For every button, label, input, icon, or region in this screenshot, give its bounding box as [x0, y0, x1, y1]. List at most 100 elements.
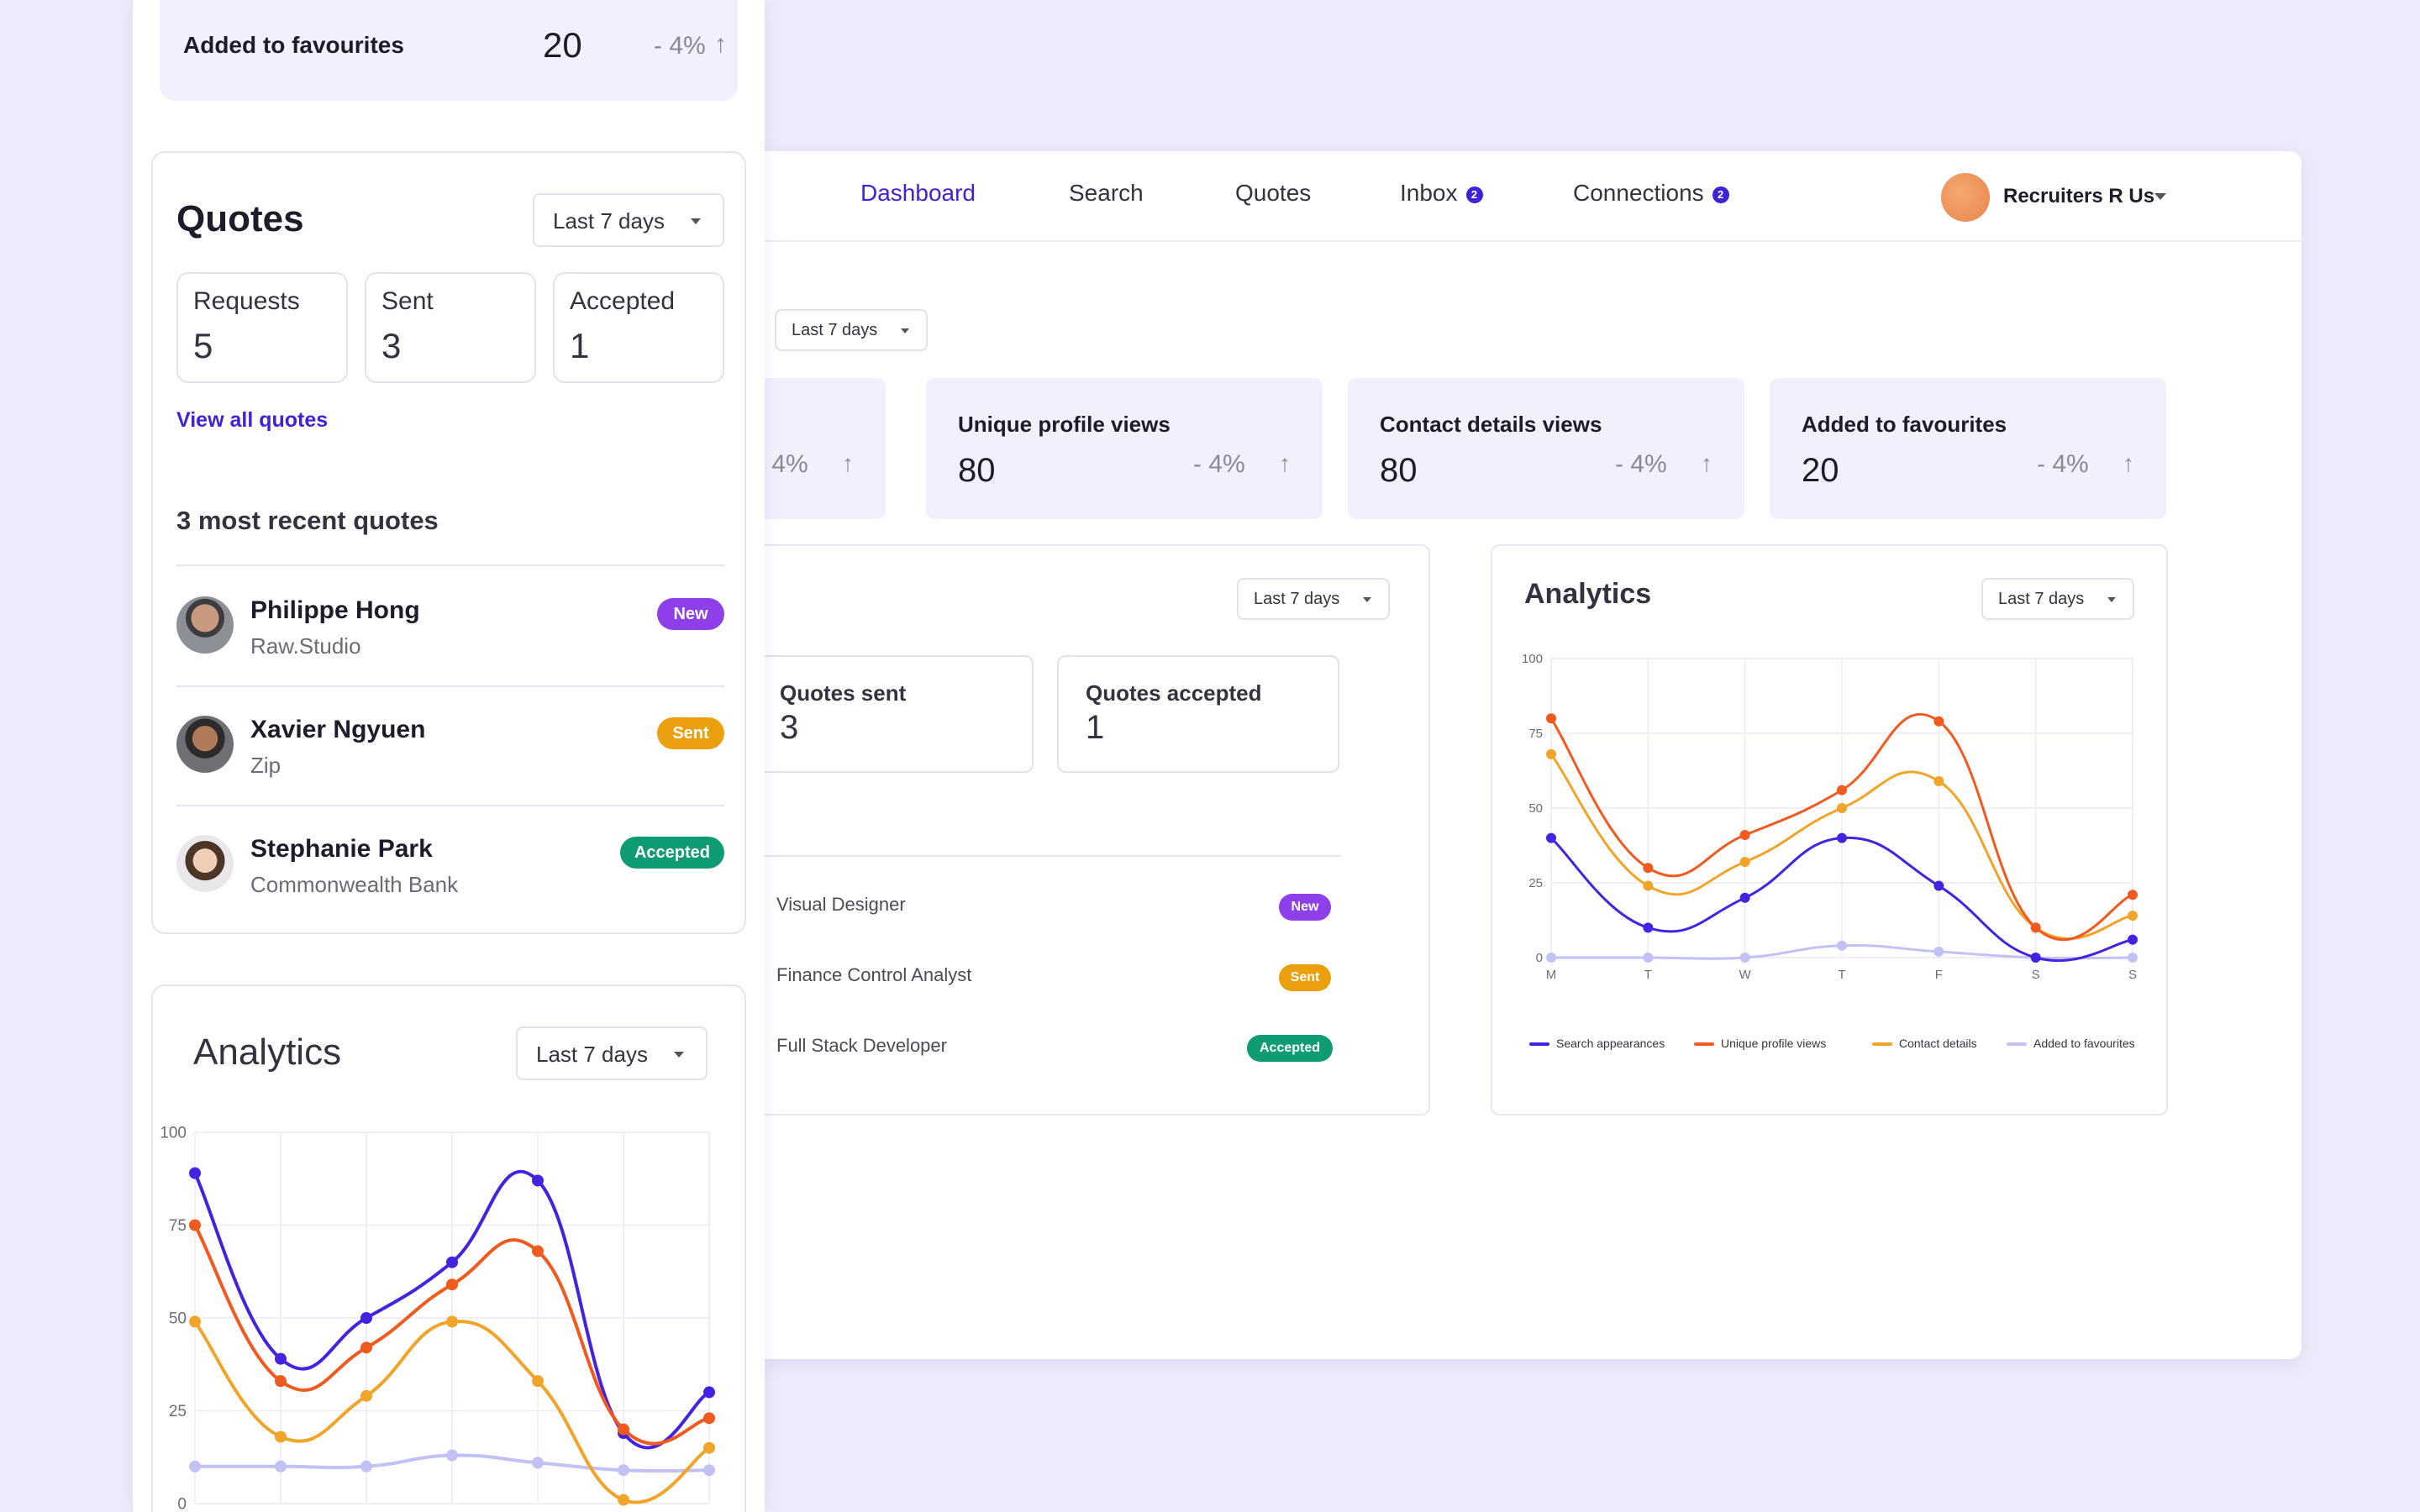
- analytics-period-select[interactable]: Last 7 days: [1981, 578, 2134, 620]
- data-point: [532, 1245, 544, 1257]
- data-point: [1837, 832, 1847, 843]
- stat-value: 20: [1802, 452, 1839, 489]
- data-point: [1739, 892, 1750, 903]
- analytics-panel: Analytics Last 7 days 0 25 50 75 100 M T W T F S S …: [1491, 544, 2168, 1116]
- quote-box-accepted: Quotes accepted 1: [1057, 655, 1339, 773]
- mobile-dashboard-view: Added to favourites 20 - 4% ↑ Quotes Las…: [133, 0, 765, 1512]
- stat-delta: - 4%: [1615, 450, 1667, 478]
- data-point: [360, 1389, 372, 1402]
- y-tick-label: 25: [1528, 876, 1543, 890]
- quotes-period-select-label: Last 7 days: [553, 208, 665, 234]
- stat-card-added-to-favourites: Added to favourites 20 - 4% ↑: [160, 0, 738, 101]
- analytics-line-chart: 0 25 50 75 100: [160, 1124, 715, 1512]
- data-point: [2030, 953, 2041, 963]
- stat-delta: - 4%: [756, 450, 808, 478]
- x-tick-label: S: [2128, 968, 2137, 982]
- data-point: [1837, 803, 1847, 813]
- nav-quotes[interactable]: Quotes: [1235, 180, 1312, 206]
- data-point: [275, 1431, 287, 1443]
- avatar: [176, 835, 234, 892]
- quote-box-title: Accepted: [570, 287, 676, 315]
- quote-box-title: Quotes accepted: [1086, 680, 1262, 706]
- arrow-up-icon: ↑: [842, 450, 854, 476]
- recent-quote-item[interactable]: Stephanie Park Commonwealth Bank Accepte…: [176, 805, 724, 924]
- quote-box-title: Requests: [193, 287, 300, 315]
- organisation-name[interactable]: Recruiters R Us: [2003, 185, 2155, 207]
- nav-connections[interactable]: Connections 2: [1573, 180, 1729, 207]
- recent-quote-row[interactable]: Visual Designer New: [697, 882, 1341, 932]
- person-name: Xavier Ngyuen: [250, 716, 426, 743]
- nav-inbox-label: Inbox: [1400, 180, 1458, 206]
- data-point: [189, 1460, 201, 1473]
- data-point: [360, 1312, 372, 1324]
- data-point: [275, 1460, 287, 1473]
- divider: [176, 564, 724, 566]
- top-navigation-bar: Dashboard Search Quotes Inbox 2 Connectio…: [697, 151, 2302, 242]
- y-tick-label: 100: [160, 1124, 187, 1142]
- quotes-period-select[interactable]: Last 7 days: [1237, 578, 1390, 620]
- legend-label: Search appearances: [1556, 1037, 1665, 1050]
- company-name: Commonwealth Bank: [250, 872, 459, 897]
- divider: [176, 685, 724, 687]
- data-point: [1933, 716, 1944, 727]
- data-point: [446, 1256, 458, 1268]
- company-name: Zip: [250, 753, 281, 778]
- nav-dashboard[interactable]: Dashboard: [860, 180, 976, 206]
- analytics-card: Analytics Last 7 days 0 25 50 75 100: [151, 984, 746, 1512]
- x-tick-label: T: [1644, 968, 1652, 982]
- period-select[interactable]: Last 7 days: [775, 309, 928, 351]
- data-point: [2128, 953, 2138, 963]
- data-point: [1837, 785, 1847, 795]
- avatar: [176, 596, 234, 654]
- data-point: [703, 1441, 715, 1454]
- legend-item[interactable]: Added to favourites: [2007, 1037, 2135, 1050]
- organisation-avatar[interactable]: [1941, 173, 1990, 222]
- person-name: Stephanie Park: [250, 835, 433, 863]
- chevron-down-icon: [691, 218, 701, 224]
- stat-delta: - 4%: [2037, 450, 2089, 478]
- data-point: [703, 1412, 715, 1425]
- data-point: [446, 1315, 458, 1328]
- data-point: [446, 1278, 458, 1291]
- nav-inbox[interactable]: Inbox 2: [1400, 180, 1483, 207]
- status-badge-new: New: [657, 598, 724, 630]
- x-tick-label: M: [1546, 968, 1557, 982]
- inbox-count-badge: 2: [1465, 186, 1483, 203]
- legend-item[interactable]: Contact details: [1872, 1037, 1977, 1050]
- data-point: [1546, 748, 1556, 759]
- data-point: [2128, 911, 2138, 921]
- analytics-period-select-label: Last 7 days: [536, 1042, 648, 1067]
- recent-quote-row[interactable]: Full Stack Developer Accepted: [697, 1023, 1341, 1074]
- divider: [176, 805, 724, 806]
- status-badge-accepted: Accepted: [620, 837, 724, 869]
- data-point: [189, 1167, 201, 1179]
- chart-legend: Search appearances Unique profile views …: [1529, 1033, 2151, 1058]
- stat-delta: - 4%: [1193, 450, 1245, 478]
- view-all-quotes-link[interactable]: View all quotes: [176, 408, 329, 432]
- y-tick-label: 50: [169, 1310, 187, 1327]
- chevron-down-icon: [901, 328, 909, 333]
- quote-box-value: 5: [193, 326, 213, 365]
- recent-quote-row[interactable]: Finance Control Analyst Sent: [697, 953, 1341, 1003]
- chevron-down-icon[interactable]: [2154, 193, 2166, 200]
- nav-search[interactable]: Search: [1069, 180, 1144, 206]
- analytics-period-select[interactable]: Last 7 days: [516, 1026, 708, 1080]
- quotes-period-select[interactable]: Last 7 days: [533, 193, 724, 247]
- y-tick-label: 25: [169, 1403, 187, 1420]
- recent-quote-item[interactable]: Xavier Ngyuen Zip Sent: [176, 685, 724, 805]
- arrow-up-icon: ↑: [2123, 450, 2134, 476]
- analytics-line-chart: 0 25 50 75 100 M T W T F S S: [1522, 652, 2138, 982]
- stat-delta: - 4%: [654, 32, 706, 60]
- stat-title: Contact details views: [1380, 412, 1602, 437]
- quote-box-accepted: Accepted 1: [553, 272, 724, 383]
- data-point: [360, 1460, 372, 1473]
- stat-title: Added to favourites: [1802, 412, 2007, 437]
- data-point: [1739, 857, 1750, 868]
- data-point: [1546, 713, 1556, 724]
- recent-quote-item[interactable]: Philippe Hong Raw.Studio New: [176, 566, 724, 685]
- arrow-up-icon: ↑: [1701, 450, 1712, 476]
- legend-item[interactable]: Unique profile views: [1694, 1037, 1826, 1050]
- data-point: [1739, 953, 1750, 963]
- y-tick-label: 100: [1522, 652, 1543, 666]
- legend-item[interactable]: Search appearances: [1529, 1037, 1665, 1050]
